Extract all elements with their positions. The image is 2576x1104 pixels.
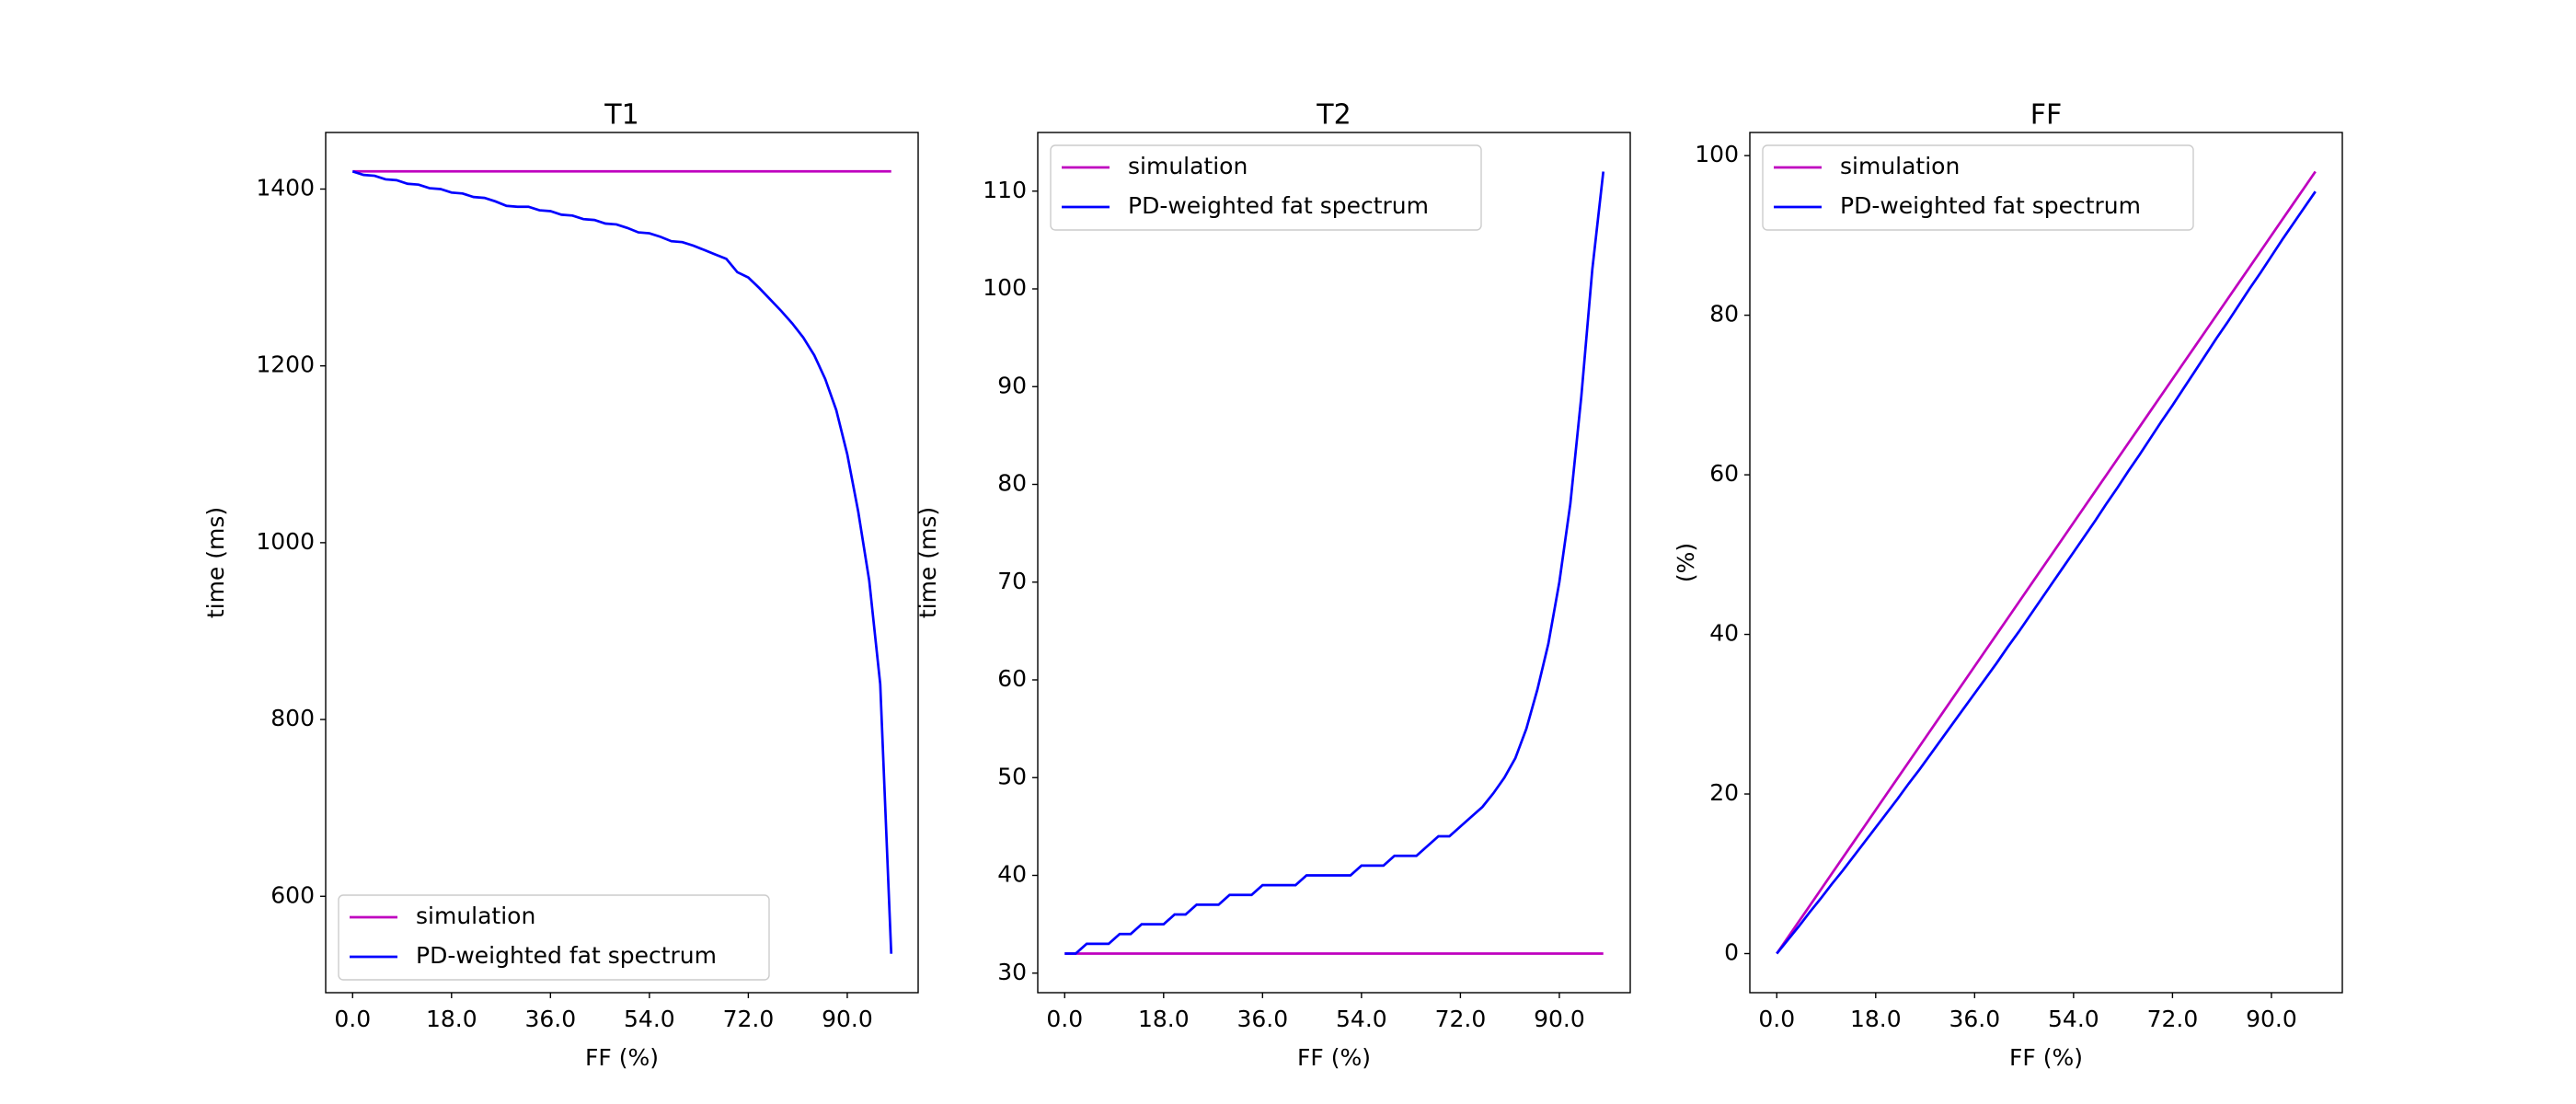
- panel: 0.0 18.0 36.0 54.0 72.0 90.0 600 800 1000 1200 140…: [202, 99, 919, 1071]
- y-tick-label: 30: [997, 959, 1027, 985]
- y-tick-label: 90: [997, 372, 1027, 398]
- y-tick-label: 600: [270, 881, 315, 908]
- legend-box: [338, 894, 770, 981]
- chart-title: T1: [604, 99, 638, 132]
- x-tick-label: 54.0: [624, 1006, 675, 1032]
- axes-frame: [1749, 132, 2343, 994]
- x-tick-label: 54.0: [2048, 1006, 2099, 1032]
- series-line: [1776, 190, 2317, 955]
- x-axis-label: FF (%): [2009, 1044, 2083, 1071]
- y-tick-label: 20: [1709, 779, 1739, 806]
- x-tick-label: 90.0: [2246, 1006, 2297, 1032]
- series-line: [351, 169, 893, 954]
- panel: 0.0 18.0 36.0 54.0 72.0 90.0 0 20 40 60 80 100 FF FF …: [1673, 99, 2343, 1071]
- y-axis-label: (%): [1673, 543, 1699, 582]
- y-tick-label: 110: [983, 177, 1027, 203]
- legend-label: simulation: [1840, 153, 1960, 179]
- x-tick-label: 18.0: [1138, 1006, 1190, 1032]
- y-tick-label: 800: [270, 705, 315, 731]
- series-line: [1776, 170, 2317, 955]
- panel: 0.0 18.0 36.0 54.0 72.0 90.0 30 40 50 60 70 80 90 100…: [914, 99, 1631, 1071]
- x-tick-label: 72.0: [1435, 1006, 1487, 1032]
- legend-box: [1050, 144, 1482, 231]
- chart-title: T2: [1316, 99, 1351, 132]
- y-tick-label: 100: [1695, 141, 1739, 167]
- y-axis-label: time (ms): [202, 507, 229, 618]
- x-tick-label: 72.0: [723, 1006, 775, 1032]
- x-axis-label: FF (%): [585, 1044, 659, 1071]
- x-tick-label: 90.0: [1534, 1006, 1585, 1032]
- x-tick-label: 36.0: [525, 1006, 577, 1032]
- x-tick-label: 18.0: [1850, 1006, 1902, 1032]
- x-tick-label: 72.0: [2147, 1006, 2199, 1032]
- y-tick-label: 70: [997, 568, 1027, 594]
- y-tick-label: 1400: [256, 175, 315, 201]
- axes-frame: [1037, 132, 1631, 994]
- x-tick-label: 36.0: [1949, 1006, 2001, 1032]
- y-tick-label: 60: [1709, 460, 1739, 487]
- y-tick-label: 100: [983, 274, 1027, 301]
- y-tick-label: 80: [1709, 301, 1739, 328]
- x-tick-label: 0.0: [334, 1006, 371, 1032]
- x-tick-label: 0.0: [1046, 1006, 1083, 1032]
- y-tick-label: 80: [997, 470, 1027, 497]
- x-axis-label: FF (%): [1297, 1044, 1371, 1071]
- y-tick-label: 40: [1709, 620, 1739, 647]
- y-axis-label: time (ms): [914, 507, 941, 618]
- x-tick-label: 18.0: [426, 1006, 477, 1032]
- y-tick-label: 0: [1724, 939, 1739, 966]
- legend-label: PD-weighted fat spectrum: [416, 942, 717, 969]
- y-tick-label: 1200: [256, 351, 315, 378]
- x-tick-label: 54.0: [1336, 1006, 1387, 1032]
- chart-title: FF: [2030, 99, 2063, 132]
- legend-label: simulation: [416, 903, 535, 929]
- legend-label: PD-weighted fat spectrum: [1840, 192, 2141, 219]
- legend-label: simulation: [1128, 153, 1248, 179]
- x-tick-label: 90.0: [822, 1006, 873, 1032]
- y-tick-label: 40: [997, 861, 1027, 888]
- legend-box: [1762, 144, 2194, 231]
- x-tick-label: 0.0: [1758, 1006, 1795, 1032]
- series-line: [1064, 171, 1605, 955]
- y-tick-label: 60: [997, 665, 1027, 692]
- axes-frame: [325, 132, 919, 994]
- x-tick-label: 36.0: [1237, 1006, 1289, 1032]
- legend-label: PD-weighted fat spectrum: [1128, 192, 1429, 219]
- y-tick-label: 1000: [256, 528, 315, 555]
- y-tick-label: 50: [997, 763, 1027, 789]
